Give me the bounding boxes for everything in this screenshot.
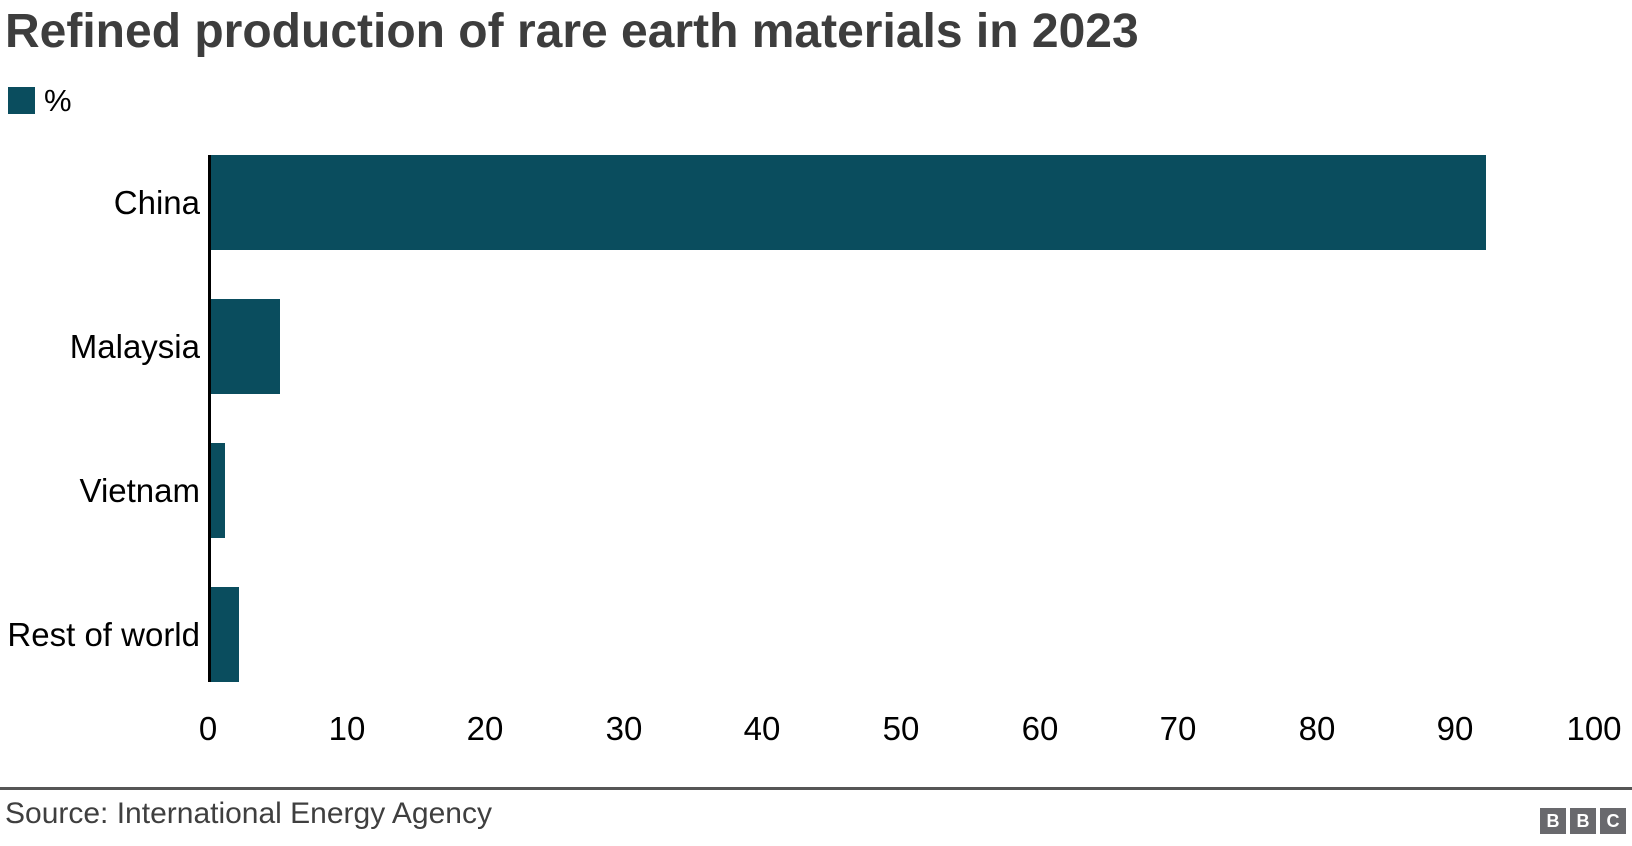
y-axis-line: [208, 155, 211, 682]
x-axis-tick-label: 30: [605, 710, 643, 747]
x-axis-tick-label: 0: [198, 710, 218, 747]
category-label: Malaysia: [69, 327, 200, 365]
bar-rest-of-world: [211, 587, 239, 682]
footer-divider: [0, 787, 1632, 790]
x-axis-tick-label: 80: [1298, 710, 1336, 747]
legend: %: [8, 83, 72, 118]
category-label: China: [113, 183, 200, 221]
x-axis-tick-label: 50: [882, 710, 920, 747]
bbc-logo-letter: C: [1600, 808, 1626, 834]
x-axis-tick-label: 10: [328, 710, 366, 747]
category-label: Rest of world: [7, 615, 200, 653]
bar-vietnam: [211, 443, 225, 538]
bbc-logo: B B C: [1540, 808, 1626, 834]
legend-label: %: [44, 83, 72, 118]
legend-swatch-icon: [8, 87, 35, 114]
source-line: Source: International Energy Agency: [5, 797, 492, 830]
x-axis-tick-label: 90: [1436, 710, 1474, 747]
x-axis-tick-label: 20: [466, 710, 504, 747]
x-axis-tick-label: 40: [743, 710, 781, 747]
bar-china: [211, 155, 1486, 250]
x-axis-tick-label: 100: [1566, 710, 1622, 747]
page-title: Refined production of rare earth materia…: [5, 5, 1139, 58]
x-axis-tick-label: 70: [1159, 710, 1197, 747]
bar-malaysia: [211, 299, 280, 394]
bbc-logo-letter: B: [1540, 808, 1566, 834]
bbc-logo-letter: B: [1570, 808, 1596, 834]
category-label: Vietnam: [79, 471, 200, 509]
x-axis-tick-label: 60: [1021, 710, 1059, 747]
